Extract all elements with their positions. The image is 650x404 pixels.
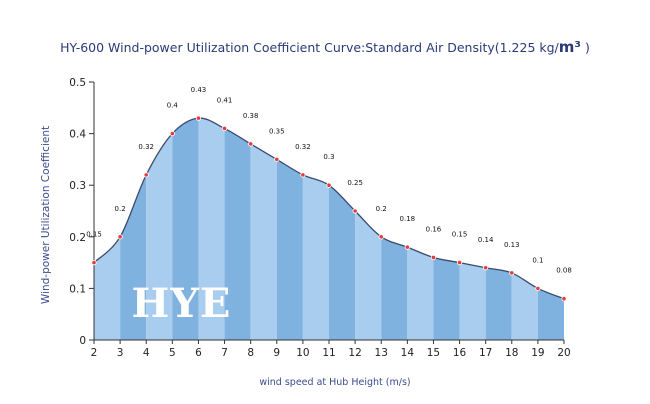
data-label: 0.35 — [269, 127, 285, 135]
data-markers — [91, 115, 567, 302]
data-point — [117, 234, 123, 240]
data-point — [561, 296, 567, 302]
data-point — [169, 131, 175, 137]
area-band — [511, 118, 538, 340]
x-tick-label: 14 — [401, 347, 415, 359]
data-point — [221, 125, 228, 132]
data-point — [248, 141, 254, 147]
data-label: 0.18 — [400, 215, 416, 223]
data-label: 0.14 — [478, 236, 494, 244]
data-point — [143, 172, 149, 178]
data-label: 0.13 — [504, 241, 520, 249]
y-tick-label: 0.4 — [69, 129, 86, 141]
area-band — [224, 118, 251, 340]
x-tick-label: 20 — [557, 347, 570, 359]
data-point — [430, 254, 437, 261]
data-label: 0.3 — [323, 153, 334, 161]
data-label: 0.2 — [115, 205, 126, 213]
area-band — [459, 118, 486, 340]
data-point — [404, 244, 410, 250]
y-tick-label: 0 — [79, 335, 86, 347]
chart-title-end: ) — [580, 40, 590, 55]
area-band — [276, 118, 303, 340]
x-tick-label: 4 — [143, 347, 150, 359]
x-tick-label: 10 — [296, 347, 309, 359]
watermark-logo: HYE — [132, 280, 232, 327]
x-tick-label: 15 — [427, 347, 440, 359]
area-band — [302, 118, 329, 340]
data-label: 0.41 — [217, 96, 233, 104]
chart-title-main: HY-600 Wind-power Utilization Coefficien… — [60, 40, 559, 55]
data-label: 0.32 — [138, 143, 154, 151]
x-tick-label: 12 — [348, 347, 361, 359]
data-label: 0.1 — [532, 256, 543, 264]
watermark-text: HYE — [132, 280, 232, 327]
data-point — [352, 208, 358, 214]
x-tick-label: 6 — [195, 347, 202, 359]
chart-title: HY-600 Wind-power Utilization Coefficien… — [0, 38, 650, 56]
x-tick-label: 17 — [479, 347, 492, 359]
x-axis-label: wind speed at Hub Height (m/s) — [259, 377, 411, 388]
x-tick-label: 16 — [453, 347, 467, 359]
data-label: 0.32 — [295, 143, 311, 151]
data-point — [483, 265, 489, 271]
x-tick-label: 5 — [169, 347, 176, 359]
data-label: 0.16 — [426, 225, 442, 233]
data-label: 0.38 — [243, 112, 259, 120]
y-tick-label: 0.1 — [69, 283, 86, 295]
x-tick-label: 9 — [273, 347, 280, 359]
data-point — [509, 270, 515, 276]
y-tick-label: 0.5 — [69, 77, 86, 89]
x-tick-label: 7 — [221, 347, 228, 359]
data-point — [326, 182, 332, 188]
data-point — [378, 234, 384, 240]
data-point — [535, 285, 541, 291]
area-band — [329, 118, 356, 340]
data-point — [195, 115, 202, 121]
area-band — [485, 118, 512, 340]
x-tick-label: 2 — [91, 347, 98, 359]
data-label: 0.15 — [452, 231, 468, 239]
y-tick-label: 0.2 — [69, 232, 86, 244]
data-label: 0.2 — [376, 205, 387, 213]
data-point — [91, 259, 97, 266]
x-tick-label: 11 — [322, 347, 335, 359]
x-tick-label: 18 — [505, 347, 518, 359]
chart-title-unit: m³ — [558, 38, 581, 56]
y-tick-label: 0.3 — [69, 180, 86, 192]
data-label: 0.25 — [347, 179, 363, 187]
data-point — [274, 156, 280, 162]
data-label: 0.15 — [86, 231, 102, 239]
x-tick-label: 13 — [375, 347, 388, 359]
data-label: 0.4 — [167, 102, 179, 110]
axes: 0 0.1 0.2 0.3 0.4 0.5 2 3 4 5 6 7 8 9 10 11 12 13 14 15 16 17… — [69, 77, 570, 359]
x-tick-label: 8 — [247, 347, 254, 359]
x-tick-label: 19 — [531, 347, 544, 359]
area-band — [172, 118, 199, 340]
x-tick-label: 3 — [117, 347, 124, 359]
data-label: 0.43 — [191, 86, 207, 94]
data-labels: 0.15 0.2 0.32 0.4 0.43 0.41 0.38 0.35 0.32 0.3 0.2… — [86, 86, 572, 275]
area-band — [407, 118, 434, 340]
data-point — [300, 172, 306, 178]
data-point — [456, 259, 463, 266]
area-band — [537, 118, 564, 340]
area-band — [198, 118, 225, 340]
area-band — [433, 118, 460, 340]
data-label: 0.08 — [556, 267, 572, 275]
